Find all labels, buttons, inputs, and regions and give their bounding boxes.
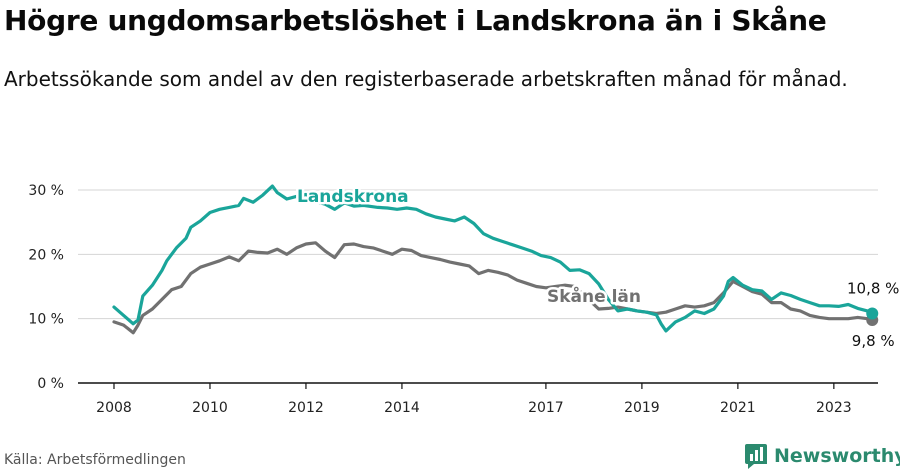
newsworthy-logo-icon xyxy=(745,444,767,469)
x-tick-label: 2019 xyxy=(624,400,660,416)
y-tick-label: 20 % xyxy=(28,247,64,263)
landskrona-end-label: 10,8 % xyxy=(847,280,899,298)
y-tick-label: 0 % xyxy=(37,376,64,392)
chart-subtitle: Arbetssökande som andel av den registerb… xyxy=(4,67,848,91)
x-tick-label: 2012 xyxy=(288,400,324,416)
landskrona-label: Landskrona xyxy=(297,187,409,207)
chart-title: Högre ungdomsarbetslöshet i Landskrona ä… xyxy=(4,4,827,37)
landskrona-end-point xyxy=(866,307,879,320)
x-tick-label: 2023 xyxy=(816,400,852,416)
skane-label-halo: Skåne län xyxy=(547,285,641,307)
landskrona-line xyxy=(112,184,874,333)
brand-name: Newsworthy xyxy=(774,445,900,467)
x-tick-label: 2014 xyxy=(384,400,420,416)
y-tick-label: 10 % xyxy=(28,312,64,328)
source-note: Källa: Arbetsförmedlingen xyxy=(4,452,186,468)
x-tick-label: 2008 xyxy=(96,400,132,416)
x-tick-label: 2010 xyxy=(192,400,228,416)
series-lines xyxy=(112,184,879,335)
axes: 0 % 10 % 20 % 30 % 2008 2010 2012 2014 2017 2019 2… xyxy=(28,183,878,416)
skane-label: Skåne län xyxy=(547,285,641,307)
y-tick-label: 30 % xyxy=(28,183,64,199)
gridlines xyxy=(78,189,878,320)
skane-end-label: 9,8 % xyxy=(852,332,895,350)
x-tick-label: 2021 xyxy=(720,400,756,416)
x-tick-label: 2017 xyxy=(528,400,564,416)
skane-line xyxy=(112,241,874,335)
landskrona-label-halo: Landskrona xyxy=(297,187,409,207)
newsworthy-logo[interactable]: Newsworthy xyxy=(744,442,900,470)
